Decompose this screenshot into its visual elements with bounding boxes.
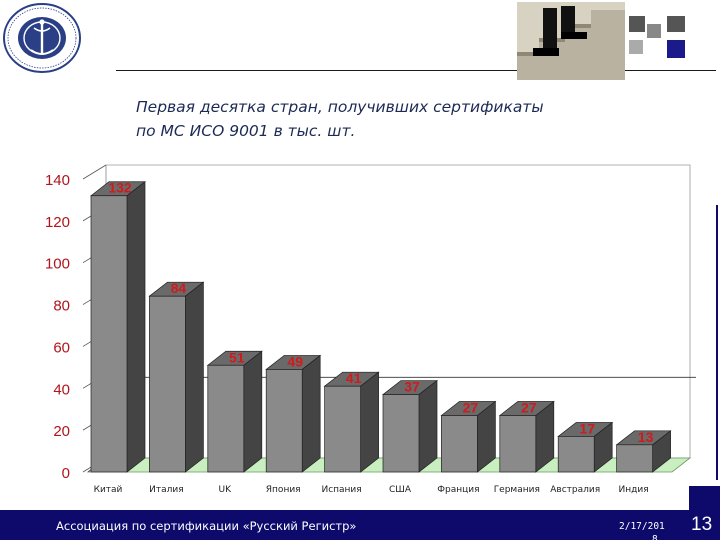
bar [557, 436, 595, 473]
header-rule [116, 70, 716, 71]
bar-side [243, 350, 263, 473]
footer-bar: Ассоциация по сертификации «Русский Реги… [0, 510, 720, 545]
bar-value-label: 51 [229, 349, 245, 365]
bar-value-label: 49 [287, 353, 303, 369]
bar-value-label: 84 [171, 280, 187, 296]
chart-title: Первая десятка стран, получивших сертифи… [136, 95, 596, 143]
bar-side [185, 281, 204, 473]
category-label: Италия [149, 485, 184, 495]
category-label: Индия [619, 485, 649, 495]
bar-side [301, 354, 321, 473]
bar-value-label: 37 [404, 379, 420, 395]
logo-emblem [3, 3, 81, 73]
bar-side [418, 379, 438, 473]
bar-value-label: 27 [463, 399, 479, 415]
bar-value-label: 13 [638, 429, 654, 445]
category-label: UK [219, 485, 233, 495]
y-tick-label: 80 [53, 298, 70, 315]
y-tick-label: 60 [53, 339, 70, 356]
y-tick-mark [82, 164, 107, 180]
bar [90, 195, 128, 473]
chart-title-line-1: Первая десятка стран, получивших сертифи… [136, 98, 544, 116]
y-tick-label: 20 [53, 423, 70, 440]
category-label: Япония [266, 485, 301, 495]
category-label: Китай [94, 485, 123, 495]
page-number: 13 [691, 514, 713, 535]
y-tick-label: 0 [62, 465, 70, 482]
category-label: Австралия [550, 485, 600, 495]
y-tick-label: 140 [45, 172, 70, 189]
bar-value-label: 41 [346, 370, 362, 386]
header-photo-stairs [517, 2, 685, 80]
bar [207, 364, 245, 473]
y-tick-label: 100 [45, 256, 70, 273]
footer-organization: Ассоциация по сертификации «Русский Реги… [56, 519, 357, 533]
bar [616, 444, 653, 473]
chart-title-line-2: по МС ИСО 9001 в тыс. шт. [136, 122, 356, 140]
bar [382, 394, 420, 473]
category-label: Германия [494, 485, 540, 495]
bar [441, 415, 478, 473]
bar-value-label: 17 [579, 420, 595, 436]
bar [149, 295, 186, 473]
bar [265, 369, 303, 473]
bar [324, 385, 361, 473]
category-label: Испания [321, 485, 361, 495]
bar-chart: 0 20 40 60 80 100 120 140 132 Китай 84 Италия 51 UK 4… [45, 164, 696, 495]
page-number-box [689, 486, 720, 540]
footer-date: 2/17/201 [619, 521, 665, 532]
right-edge-mark [716, 205, 718, 480]
bar-value-label: 132 [108, 180, 132, 196]
category-label: США [389, 485, 412, 495]
bar-value-label: 27 [521, 399, 537, 415]
bar [499, 415, 537, 473]
y-tick-label: 120 [45, 214, 70, 231]
bar-side [126, 181, 146, 473]
bar-side [360, 371, 379, 473]
y-tick-label: 40 [53, 381, 70, 398]
category-label: Франция [437, 485, 479, 495]
